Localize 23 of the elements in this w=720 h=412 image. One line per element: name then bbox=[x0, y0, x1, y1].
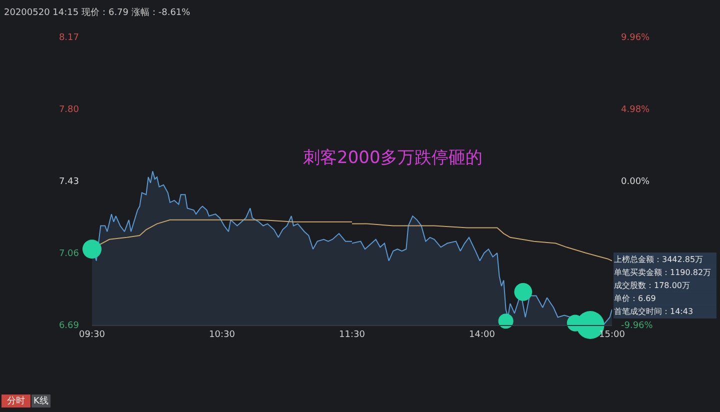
text: 成交股数：178.00万 bbox=[614, 281, 690, 290]
text: K线 bbox=[34, 396, 48, 406]
text: 单价：6.69 bbox=[614, 294, 656, 303]
text: 0.00% bbox=[621, 177, 650, 188]
chart-title: 20200520 14:15 现价：6.79 涨幅：-8.61% bbox=[4, 7, 191, 18]
annotation: 刺客2000多万跌停砸的 bbox=[303, 148, 482, 168]
text: 单笔买卖金额：1190.82万 bbox=[614, 268, 712, 277]
x-tick-label: 09:30 bbox=[79, 330, 106, 340]
text: 9.96% bbox=[621, 33, 650, 44]
x-tick-label: 11:30 bbox=[339, 330, 366, 340]
text: 4.98% bbox=[621, 105, 650, 116]
text: 上榜总金额：3442.85万 bbox=[614, 255, 704, 264]
x-tick-label: 10:30 bbox=[209, 330, 236, 340]
y-tick-label: 6.69 bbox=[58, 321, 80, 332]
text: 分时 bbox=[7, 396, 25, 406]
text: 首笔成交时间：14:43 bbox=[614, 307, 694, 316]
text: -9.96% bbox=[621, 321, 653, 332]
x-tick-label: 14:00 bbox=[469, 330, 496, 340]
y-tick-label: 7.06 bbox=[58, 249, 80, 260]
y-tick-label: 7.43 bbox=[58, 177, 79, 188]
y-tick-label: 7.80 bbox=[58, 105, 80, 116]
y-tick-label: 8.17 bbox=[58, 33, 79, 44]
x-tick-label: 15:00 bbox=[599, 330, 626, 340]
